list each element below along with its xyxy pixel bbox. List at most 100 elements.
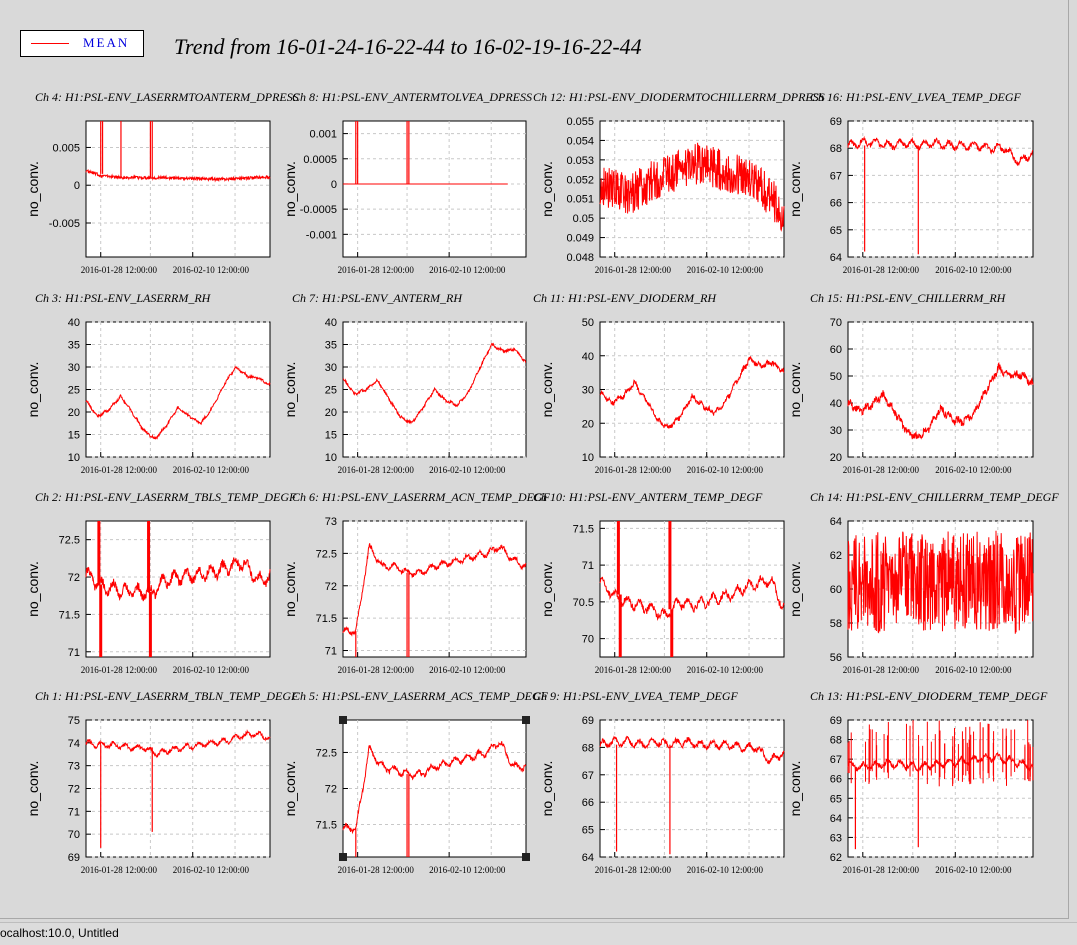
chart-panel: 72.5 72 71.5 2016-01-28 12:00:00 2016-02-10 …: [282, 689, 549, 875]
x-tick-label: 2016-02-10 12:00:00: [935, 265, 1012, 275]
y-tick-label: 73: [325, 516, 337, 528]
y-tick-label: 73: [68, 761, 80, 773]
y-axis-label: no_conv.: [282, 362, 298, 418]
chart-title: Ch 2: H1:PSL-ENV_LASERRM_TBLS_TEMP_DEGF: [35, 490, 297, 504]
chart-panel: 0.0550.0540.0530.0520.0510.050.0490.0482…: [533, 90, 825, 275]
legend-line-swatch: [31, 43, 69, 44]
x-tick-label: 2016-01-28 12:00:00: [595, 265, 672, 275]
x-tick-label: 2016-02-10 12:00:00: [687, 265, 764, 275]
chart-title: Ch 13: H1:PSL-ENV_DIODERM_TEMP_DEGF: [810, 689, 1048, 703]
y-axis-label: no_conv.: [282, 561, 298, 617]
y-axis-label: no_conv.: [787, 161, 803, 217]
x-tick-label: 2016-02-10 12:00:00: [173, 265, 250, 275]
y-tick-label: 72.5: [316, 747, 337, 759]
y-axis-label: no_conv.: [539, 561, 555, 617]
y-axis-label: no_conv.: [539, 761, 555, 817]
y-axis-label: no_conv.: [25, 761, 41, 817]
chart-title: Ch 1: H1:PSL-ENV_LASERRM_TBLN_TEMP_DEGF: [35, 689, 299, 703]
y-tick-label: 0.049: [566, 233, 594, 245]
series-line: [342, 543, 527, 637]
y-tick-label: 20: [325, 407, 337, 419]
y-tick-label: 0.052: [566, 174, 594, 186]
y-tick-label: 20: [830, 452, 842, 464]
y-tick-label: 0.051: [566, 194, 594, 206]
chart-title: Ch 16: H1:PSL-ENV_LVEA_TEMP_DEGF: [810, 90, 1022, 104]
x-tick-label: 2016-02-10 12:00:00: [935, 865, 1012, 875]
series-line: [85, 168, 271, 183]
y-tick-label: 66: [582, 797, 594, 809]
y-tick-label: 0.054: [566, 135, 594, 147]
y-axis-label: no_conv.: [25, 362, 41, 418]
chart-title: Ch 9: H1:PSL-ENV_LVEA_TEMP_DEGF: [533, 689, 739, 703]
y-tick-label: 71.5: [59, 609, 80, 621]
chart-title: Ch 7: H1:PSL-ENV_ANTERM_RH: [292, 291, 463, 305]
y-tick-label: 30: [582, 385, 594, 397]
x-tick-label: 2016-01-28 12:00:00: [843, 665, 920, 675]
x-tick-label: 2016-02-10 12:00:00: [173, 865, 250, 875]
y-tick-label: 10: [325, 452, 337, 464]
plot-area: [599, 719, 785, 858]
y-tick-label: 25: [325, 385, 337, 397]
y-tick-label: 10: [582, 452, 594, 464]
x-tick-label: 2016-02-10 12:00:00: [687, 665, 764, 675]
x-tick-label: 2016-01-28 12:00:00: [81, 465, 158, 475]
selection-handle[interactable]: [522, 716, 530, 724]
selection-handle[interactable]: [522, 853, 530, 861]
y-tick-label: 65: [830, 225, 842, 237]
series-line: [847, 361, 1034, 440]
chart-title: Ch 10: H1:PSL-ENV_ANTERM_TEMP_DEGF: [533, 490, 763, 504]
y-tick-label: 0.053: [566, 155, 594, 167]
y-tick-label: 70.5: [573, 597, 594, 609]
y-tick-label: 71: [68, 806, 80, 818]
y-tick-label: 0.005: [52, 142, 80, 154]
selection-handle[interactable]: [339, 716, 347, 724]
y-tick-label: 71: [68, 647, 80, 659]
y-tick-label: 10: [68, 452, 80, 464]
y-tick-label: 30: [325, 362, 337, 374]
selection-handle[interactable]: [339, 853, 347, 861]
series-line: [599, 142, 785, 232]
x-tick-label: 2016-01-28 12:00:00: [843, 865, 920, 875]
x-tick-label: 2016-01-28 12:00:00: [338, 265, 415, 275]
chart-title: Ch 14: H1:PSL-ENV_CHILLERRM_TEMP_DEGF: [810, 490, 1059, 504]
y-tick-label: 25: [68, 385, 80, 397]
x-tick-label: 2016-01-28 12:00:00: [595, 865, 672, 875]
status-text: ocalhost:10.0, Untitled: [0, 926, 119, 940]
y-tick-label: 0.05: [573, 213, 594, 225]
y-tick-label: -0.005: [49, 218, 80, 230]
y-tick-label: 0.001: [309, 129, 337, 141]
y-tick-label: 50: [582, 317, 594, 329]
series-line: [85, 557, 271, 602]
plot-area: [342, 120, 527, 258]
y-tick-label: 40: [830, 398, 842, 410]
y-tick-label: 65: [830, 793, 842, 805]
x-tick-label: 2016-02-10 12:00:00: [429, 865, 506, 875]
y-tick-label: 30: [68, 362, 80, 374]
y-tick-label: 69: [68, 852, 80, 864]
y-tick-label: 67: [582, 770, 594, 782]
y-tick-label: 35: [68, 340, 80, 352]
y-tick-label: 72: [68, 784, 80, 796]
y-tick-label: 72.5: [316, 548, 337, 560]
y-tick-label: 71.5: [573, 523, 594, 535]
plot-area: [85, 520, 271, 658]
plot-grid: 0.005 0 -0.005 2016-01-28 12:00:00 2016-02-1…: [25, 90, 1059, 875]
series-line: [342, 342, 527, 425]
y-tick-label: 0: [74, 180, 80, 192]
plot-area: [85, 120, 271, 258]
chart-title: Ch 3: H1:PSL-ENV_LASERRM_RH: [35, 291, 212, 305]
y-tick-label: 40: [68, 317, 80, 329]
y-tick-label: 58: [830, 618, 842, 630]
y-tick-label: 75: [68, 715, 80, 727]
y-axis-label: no_conv.: [282, 761, 298, 817]
x-tick-label: 2016-02-10 12:00:00: [687, 865, 764, 875]
series-line: [85, 365, 271, 440]
